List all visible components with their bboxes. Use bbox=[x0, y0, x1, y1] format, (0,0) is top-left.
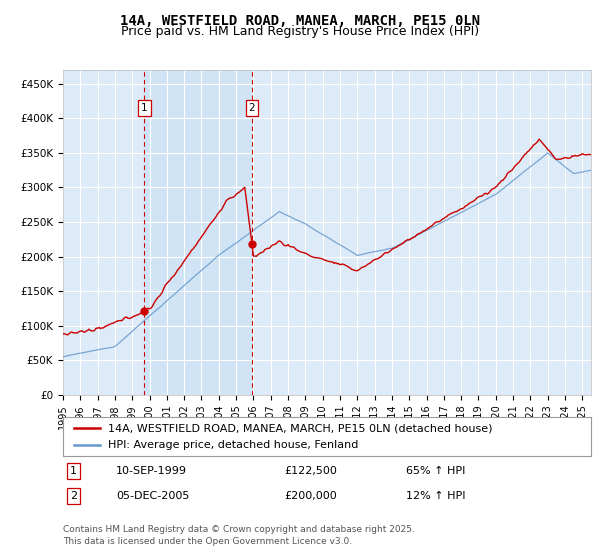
Text: £200,000: £200,000 bbox=[285, 491, 338, 501]
Text: 2: 2 bbox=[70, 491, 77, 501]
Text: 14A, WESTFIELD ROAD, MANEA, MARCH, PE15 0LN: 14A, WESTFIELD ROAD, MANEA, MARCH, PE15 … bbox=[120, 14, 480, 28]
Text: 2: 2 bbox=[249, 103, 256, 113]
Text: HPI: Average price, detached house, Fenland: HPI: Average price, detached house, Fenl… bbox=[108, 440, 358, 450]
Text: 05-DEC-2005: 05-DEC-2005 bbox=[116, 491, 189, 501]
Text: 1: 1 bbox=[141, 103, 148, 113]
Text: 10-SEP-1999: 10-SEP-1999 bbox=[116, 466, 187, 476]
Text: Contains HM Land Registry data © Crown copyright and database right 2025.
This d: Contains HM Land Registry data © Crown c… bbox=[63, 525, 415, 546]
Text: 14A, WESTFIELD ROAD, MANEA, MARCH, PE15 0LN (detached house): 14A, WESTFIELD ROAD, MANEA, MARCH, PE15 … bbox=[108, 423, 493, 433]
Text: Price paid vs. HM Land Registry's House Price Index (HPI): Price paid vs. HM Land Registry's House … bbox=[121, 25, 479, 38]
Text: 12% ↑ HPI: 12% ↑ HPI bbox=[406, 491, 466, 501]
Text: 1: 1 bbox=[70, 466, 77, 476]
Bar bbox=[144, 70, 252, 395]
Text: 65% ↑ HPI: 65% ↑ HPI bbox=[406, 466, 466, 476]
Text: £122,500: £122,500 bbox=[285, 466, 338, 476]
